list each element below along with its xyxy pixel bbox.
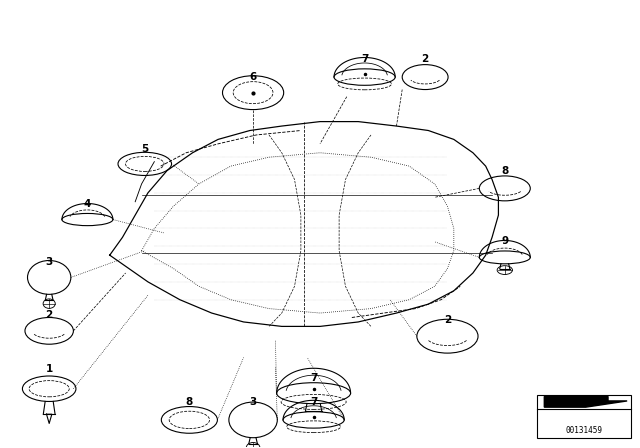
Text: 8: 8: [501, 167, 508, 177]
Text: 3: 3: [250, 397, 257, 407]
Text: 8: 8: [186, 397, 193, 407]
Text: 2: 2: [45, 310, 53, 320]
Polygon shape: [544, 396, 627, 407]
Text: 7: 7: [310, 373, 317, 383]
Text: 1: 1: [45, 364, 53, 374]
Text: 7: 7: [310, 397, 317, 407]
Text: 2: 2: [422, 54, 429, 64]
Text: 5: 5: [141, 144, 148, 154]
Text: 4: 4: [84, 199, 91, 209]
Bar: [537, 396, 631, 438]
Text: 6: 6: [250, 72, 257, 82]
Text: 9: 9: [501, 236, 508, 246]
Text: 00131459: 00131459: [565, 426, 602, 435]
Text: 3: 3: [45, 257, 53, 267]
Text: 7: 7: [361, 54, 368, 64]
Text: 2: 2: [444, 315, 451, 325]
